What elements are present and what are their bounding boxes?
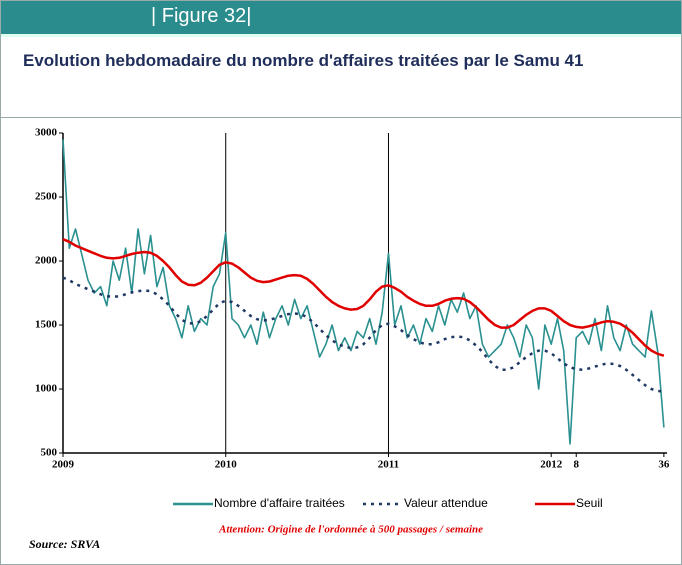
chart-title: Evolution hebdomadaire du nombre d'affai… xyxy=(23,51,584,70)
x-tick-label: 2011 xyxy=(378,459,399,471)
series-line xyxy=(62,276,665,393)
y-tick-label: 3000 xyxy=(35,127,58,139)
y-tick-label: 2500 xyxy=(35,191,58,203)
figure-label: | Figure 32| xyxy=(151,5,252,27)
header-bar: | Figure 32| xyxy=(1,1,681,37)
x-tick-label: 2012 xyxy=(540,459,563,471)
series-line xyxy=(62,139,665,445)
y-tick-label: 1500 xyxy=(35,319,58,331)
source: Source: SRVA xyxy=(29,537,100,551)
legend-label: Valeur attendue xyxy=(404,496,488,510)
y-tick-label: 500 xyxy=(41,447,58,459)
x-tick-label: 2010 xyxy=(215,459,238,471)
x-tick-label: 36 xyxy=(658,459,670,471)
x-tick-label: 8 xyxy=(573,459,579,471)
x-tick-label: 2009 xyxy=(52,459,75,471)
series-line xyxy=(62,238,665,357)
annotation: Attention: Origine de l'ordonnée à 500 p… xyxy=(218,524,483,536)
legend-label: Seuil xyxy=(576,496,603,510)
y-tick-label: 1000 xyxy=(35,383,58,395)
divider xyxy=(1,117,681,118)
y-tick-label: 2000 xyxy=(35,255,58,267)
legend-label: Nombre d'affaire traitées xyxy=(214,496,345,510)
